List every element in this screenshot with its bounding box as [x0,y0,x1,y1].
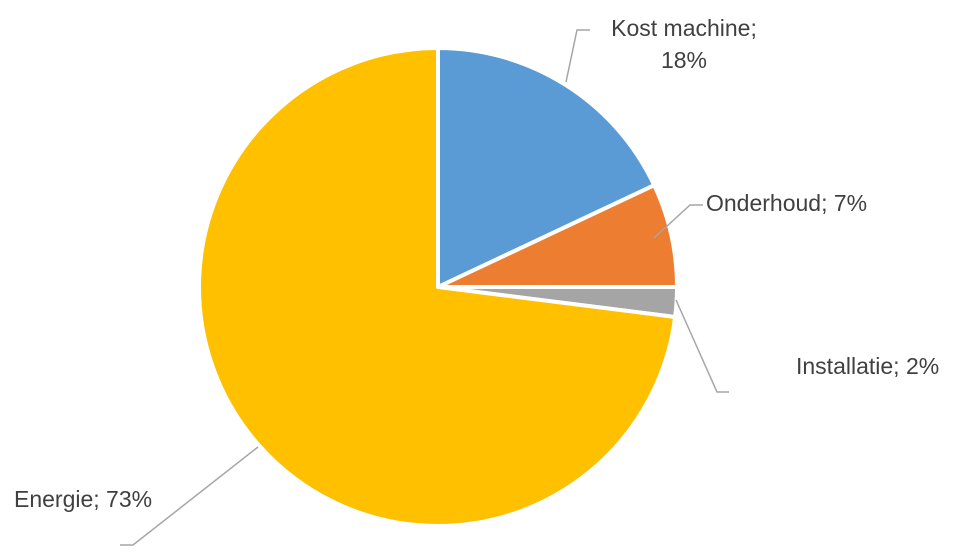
data-labels: Kost machine; 18% Onderhoud; 7% Installatie… [14,15,939,512]
leader-line-installatie [675,299,729,393]
pie-slices [197,46,679,528]
data-label-line: Installatie; 2% [796,353,939,379]
pie-slice-onderhoud [436,183,679,289]
data-label-energie: Energie; 73% [14,486,152,512]
pie-slice-energie [197,46,678,528]
leader-line-energie [120,446,259,546]
leader-line-onderhoud [653,204,703,239]
leader-line-kost-machine [565,29,590,83]
pie-slice-kost-machine [436,46,657,289]
data-label-line: 18% [661,47,707,73]
leader-lines [120,29,729,546]
data-label-installatie: Installatie; 2% [796,353,939,379]
data-label-line: Energie; 73% [14,486,152,512]
data-label-line: Onderhoud; 7% [706,190,867,216]
data-label-onderhoud: Onderhoud; 7% [706,190,867,216]
data-label-kost-machine: Kost machine; 18% [611,15,757,73]
data-label-line: Kost machine; [611,15,757,41]
